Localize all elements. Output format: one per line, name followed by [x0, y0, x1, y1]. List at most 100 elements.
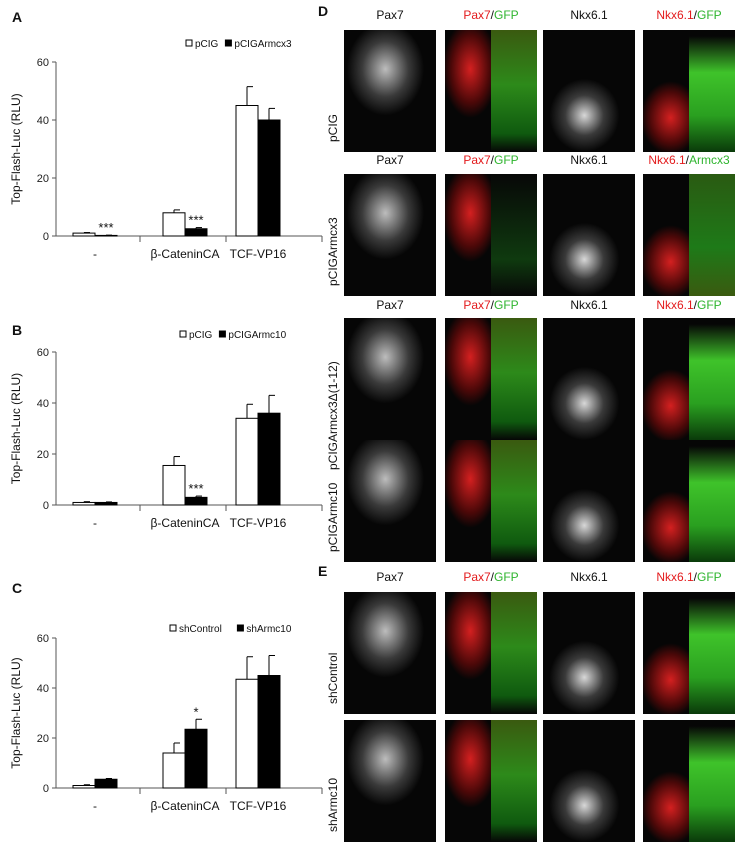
micrograph-panels: D Pax7 Pax7/GFP Nkx6.1 Nkx6.1/GFP pCIG Pax7 Pax…	[318, 0, 737, 848]
chart-b-bar-pcigarmc10	[94, 501, 118, 506]
column-header: Pax7/GFP	[443, 153, 539, 167]
header-text: Pax7	[376, 153, 404, 167]
micrograph-image	[445, 174, 537, 296]
panel-label-c: C	[12, 580, 22, 596]
chart-b-bar-pcig	[72, 501, 96, 506]
chart-c-bar-shcontrol	[235, 678, 259, 789]
header-text: Nkx6.1	[648, 153, 686, 167]
micrograph-image	[445, 720, 537, 842]
chart-c-bar-shcontrol	[162, 752, 186, 789]
chart-c-y-axis-label: Top-Flash-Luc (RLU)	[9, 657, 23, 768]
header-text: Nkx6.1	[570, 298, 608, 312]
column-header: Pax7/GFP	[443, 8, 539, 22]
chart-c-legend-swatch	[169, 624, 177, 632]
header-text: GFP	[697, 570, 722, 584]
panel-label-b: B	[12, 322, 22, 338]
chart-b-legend-swatch	[179, 330, 187, 338]
row-label: pCIGArmcx3	[326, 217, 340, 286]
chart-a-legend-swatch	[224, 39, 232, 47]
column-header: Pax7/GFP	[443, 570, 539, 584]
panel-label-d: D	[318, 3, 329, 19]
micrograph-image	[543, 440, 635, 562]
chart-b-legend-entry: pCIG	[189, 330, 213, 341]
header-text: Pax7	[463, 8, 491, 22]
chart-b-y-tick-label: 0	[43, 500, 49, 512]
row-label: pCIG	[326, 113, 340, 142]
row-label: pCIGArmc10	[326, 482, 340, 552]
chart-c-y-tick-label: 20	[37, 733, 49, 745]
header-text: Pax7	[376, 8, 404, 22]
chart-a-category-label: β-CateninCA	[151, 247, 220, 261]
header-text: GFP	[494, 298, 519, 312]
header-text: Nkx6.1	[570, 153, 608, 167]
micrograph-image	[344, 174, 436, 296]
column-header: Pax7	[342, 570, 438, 584]
chart-b-y-tick-label: 60	[37, 347, 49, 359]
chart-c-legend-entry: shArmc10	[246, 624, 291, 635]
header-text: /	[685, 153, 690, 167]
chart-b-category-label: -	[93, 516, 97, 530]
chart-a-y-tick-label: 40	[37, 115, 49, 127]
column-header: Nkx6.1	[541, 8, 637, 22]
header-text: Nkx6.1	[656, 8, 694, 22]
header-text: Pax7	[376, 570, 404, 584]
micrograph-image	[643, 174, 735, 296]
chart-a-legend-entry: pCIG	[195, 39, 219, 50]
chart-c-category-label: β-CateninCA	[151, 799, 220, 813]
header-text: GFP	[494, 570, 519, 584]
column-header: Pax7	[342, 153, 438, 167]
chart-c-bar-sharmc10	[184, 728, 208, 789]
chart-a-bar-pcig	[235, 105, 259, 237]
column-header: Pax7/GFP	[443, 298, 539, 312]
micrograph-image	[445, 592, 537, 714]
chart-a-bar-pcigarmcx3	[257, 119, 281, 237]
chart-b-category-label: β-CateninCA	[151, 516, 220, 530]
micrograph-image	[445, 318, 537, 440]
column-header: Nkx6.1/GFP	[641, 8, 737, 22]
header-text: Pax7	[463, 153, 491, 167]
micrograph-image	[445, 440, 537, 562]
column-header: Nkx6.1	[541, 298, 637, 312]
header-text: GFP	[697, 8, 722, 22]
micrograph-image	[344, 592, 436, 714]
chart-b-category-label: TCF-VP16	[230, 516, 287, 530]
chart-c-bar-sharmc10	[257, 675, 281, 789]
chart-c-bar-sharmc10	[94, 778, 118, 789]
header-text: GFP	[494, 153, 519, 167]
header-text: Pax7	[376, 298, 404, 312]
micrograph-image	[643, 30, 735, 152]
header-text: Nkx6.1	[570, 570, 608, 584]
chart-a-significance: ***	[98, 220, 113, 235]
chart-a-legend-swatch	[185, 39, 193, 47]
panel-label-a: A	[12, 9, 22, 25]
chart-a-y-axis-label: Top-Flash-Luc (RLU)	[9, 93, 23, 204]
chart-b-legend-swatch	[218, 330, 226, 338]
micrograph-image	[344, 720, 436, 842]
header-text: Nkx6.1	[656, 570, 694, 584]
micrograph-image	[543, 592, 635, 714]
micrograph-image	[543, 318, 635, 440]
chart-b-y-tick-label: 40	[37, 398, 49, 410]
bar-charts: A 0 20 40 60 Top-Flash-Luc (RLU) - β-CateninCA T…	[9, 9, 323, 813]
micrograph-image	[643, 592, 735, 714]
header-text: GFP	[697, 298, 722, 312]
header-text: /	[490, 298, 495, 312]
chart-c-y-tick-label: 0	[43, 783, 49, 795]
chart-a-y-tick-label: 0	[43, 231, 49, 243]
panel-label-e: E	[318, 563, 328, 579]
header-text: Armcx3	[689, 153, 730, 167]
column-header: Nkx6.1/GFP	[641, 298, 737, 312]
column-header: Nkx6.1	[541, 153, 637, 167]
header-text: Pax7	[463, 570, 491, 584]
chart-a-bar-pcig	[72, 232, 96, 237]
header-text: Nkx6.1	[656, 298, 694, 312]
chart-b-bar-pcigarmc10	[257, 412, 281, 506]
micrograph-image	[344, 440, 436, 562]
column-header: Nkx6.1/GFP	[641, 570, 737, 584]
chart-c-bar-shcontrol	[72, 785, 96, 789]
chart-b-y-tick-label: 20	[37, 449, 49, 461]
header-text: Nkx6.1	[570, 8, 608, 22]
chart-c-y-tick-label: 60	[37, 633, 49, 645]
header-text: Pax7	[463, 298, 491, 312]
chart-a-bar-pcigarmcx3	[184, 228, 208, 237]
